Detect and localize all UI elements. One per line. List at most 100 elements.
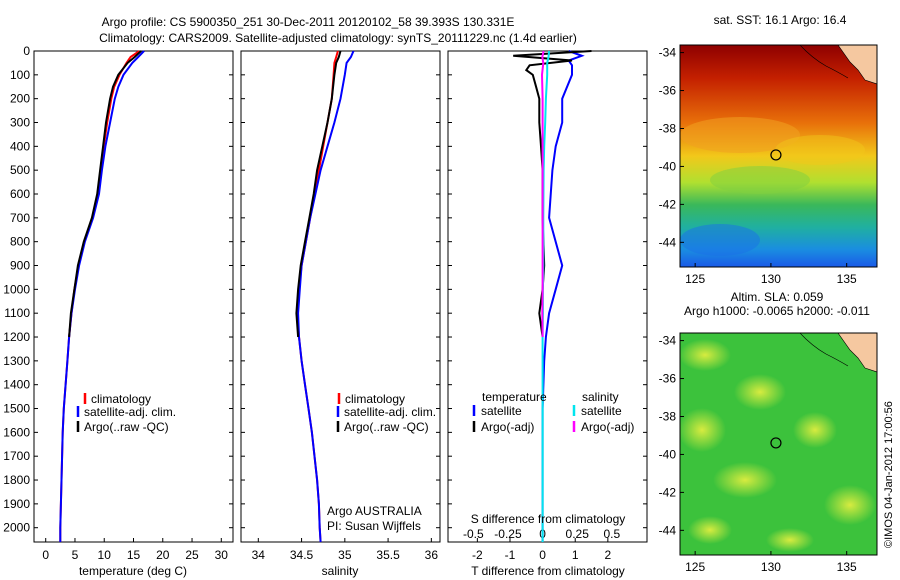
- legend-argo: Argo(..raw -QC): [84, 420, 169, 434]
- sla-map-axes: 125 130 135 -34 -36 -38 -40 -42 -44: [659, 334, 857, 574]
- header-line1: Argo profile: CS 5900350_251 30-Dec-2011…: [102, 15, 515, 29]
- series-line: [296, 50, 339, 543]
- series-line: [59, 50, 140, 542]
- x-tick-label: 10: [98, 548, 112, 562]
- legend-satellite: satellite-adj. clim.: [84, 405, 176, 419]
- sla-positive-blob: [824, 485, 876, 525]
- depth-tick-label: 2000: [3, 521, 30, 535]
- sla-positive-blob: [680, 408, 726, 452]
- legend-salinity-heading: salinity: [582, 390, 619, 404]
- salinity-legend: climatology satellite-adj. clim. Argo(..…: [327, 392, 436, 533]
- depth-axis: 0 100 200 300 400 500 600 700 800 900 1000 1100 1200…: [3, 44, 647, 535]
- sst-map-frame: [679, 44, 878, 268]
- map-x-tick-label: 125: [685, 560, 705, 574]
- depth-tick-label: 400: [10, 139, 30, 153]
- series-line: [59, 50, 145, 542]
- depth-tick-label: 1700: [3, 449, 30, 463]
- difference-legend: temperature satellite Argo(-adj) salinit…: [472, 390, 634, 434]
- depth-tick-label: 100: [10, 68, 30, 82]
- x-tick-label: -2: [472, 548, 483, 562]
- x-tick-label: 20: [156, 548, 170, 562]
- secondary-x-tick-label: -0.25: [494, 527, 522, 541]
- sla-positive-blob: [734, 374, 786, 410]
- depth-tick-label: 1200: [3, 330, 30, 344]
- depth-tick-label: 1800: [3, 473, 30, 487]
- profile-curves: [59, 50, 592, 543]
- series-line: [513, 50, 592, 338]
- x-tick-label: 35: [338, 548, 352, 562]
- header-line2: Climatology: CARS2009. Satellite-adjuste…: [99, 31, 577, 45]
- sla-positive-blob: [688, 516, 732, 544]
- difference-title-bottom: S difference from climatology: [471, 512, 626, 526]
- x-tick-label: 25: [185, 548, 199, 562]
- temperature-panel-frame: [33, 50, 234, 543]
- sla-positive-blob: [766, 528, 814, 552]
- x-tick-label: 0: [42, 548, 49, 562]
- depth-tick-label: 1000: [3, 282, 30, 296]
- depth-tick-label: 300: [10, 116, 30, 130]
- series-line: [68, 50, 142, 338]
- x-tick-label: 5: [72, 548, 79, 562]
- depth-tick-label: 1300: [3, 354, 30, 368]
- sla-positive-blob: [793, 412, 837, 448]
- coastline: [799, 45, 849, 79]
- map-x-tick-label: 135: [837, 272, 857, 286]
- depth-tick-label: 1900: [3, 497, 30, 511]
- land-mass: [837, 333, 877, 373]
- map-x-tick-label: 125: [685, 272, 705, 286]
- depth-tick-label: 0: [23, 44, 30, 58]
- legend-s-satellite: satellite: [581, 404, 622, 418]
- legend-temperature-heading: temperature: [482, 390, 547, 404]
- sst-warm-patch: [775, 135, 865, 165]
- argo-position-marker: [770, 437, 782, 449]
- series-line: [540, 50, 545, 338]
- salinity-xlabel: salinity: [322, 564, 359, 578]
- depth-tick-label: 900: [10, 259, 30, 273]
- map-y-tick-label: -38: [659, 409, 677, 423]
- series-line: [297, 50, 355, 543]
- x-tick-label: 1: [572, 548, 579, 562]
- depth-tick-label: 500: [10, 163, 30, 177]
- sst-map-title: sat. SST: 16.1 Argo: 16.4: [714, 13, 847, 27]
- map-x-tick-label: 130: [761, 560, 781, 574]
- x-tick-label: 0: [539, 548, 546, 562]
- salinity-panel-frame: [240, 50, 441, 543]
- series-line: [541, 50, 585, 542]
- depth-tick-label: 700: [10, 211, 30, 225]
- map-y-tick-label: -34: [659, 334, 677, 348]
- legend-t-satellite: satellite: [481, 404, 522, 418]
- sla-map-title: Altim. SLA: 0.059: [731, 290, 824, 304]
- sst-heatmap: [680, 45, 877, 267]
- series-line: [295, 50, 342, 338]
- legend-argo: Argo(..raw -QC): [344, 420, 429, 434]
- map-y-tick-label: -40: [659, 159, 677, 173]
- legend-satellite: satellite-adj. clim.: [344, 405, 436, 419]
- map-y-tick-label: -34: [659, 46, 677, 60]
- coastline: [799, 333, 849, 367]
- x-tick-label: 34.5: [290, 548, 314, 562]
- sla-heatmap: [680, 333, 877, 555]
- x-tick-label: 30: [215, 548, 229, 562]
- sla-map-frame: [679, 332, 878, 556]
- temperature-legend: climatology satellite-adj. clim. Argo(..…: [76, 392, 176, 434]
- x-tick-label: 36: [425, 548, 439, 562]
- x-tick-label: 15: [127, 548, 141, 562]
- map-y-tick-label: -36: [659, 84, 677, 98]
- map-y-tick-label: -44: [659, 523, 677, 537]
- sla-map-subtitle: Argo h1000: -0.0065 h2000: -0.011: [684, 304, 870, 318]
- legend-climatology: climatology: [345, 392, 405, 406]
- temperature-xlabel: temperature (deg C): [79, 564, 187, 578]
- x-tick-label: 2: [605, 548, 612, 562]
- imos-credit: ©IMOS 04-Jan-2012 17:00:56: [883, 401, 895, 548]
- map-y-tick-label: -40: [659, 447, 677, 461]
- map-y-tick-label: -42: [659, 197, 677, 211]
- sst-mid-patch: [710, 166, 810, 194]
- map-y-tick-label: -42: [659, 485, 677, 499]
- depth-tick-label: 1600: [3, 425, 30, 439]
- sla-positive-blob: [713, 462, 777, 498]
- secondary-x-tick-label: 0.25: [566, 527, 590, 541]
- depth-tick-label: 200: [10, 92, 30, 106]
- map-x-tick-label: 135: [837, 560, 857, 574]
- sst-map-axes: 125 130 135 -34 -36 -38 -40 -42 -44: [659, 46, 857, 286]
- land-mass: [837, 45, 877, 85]
